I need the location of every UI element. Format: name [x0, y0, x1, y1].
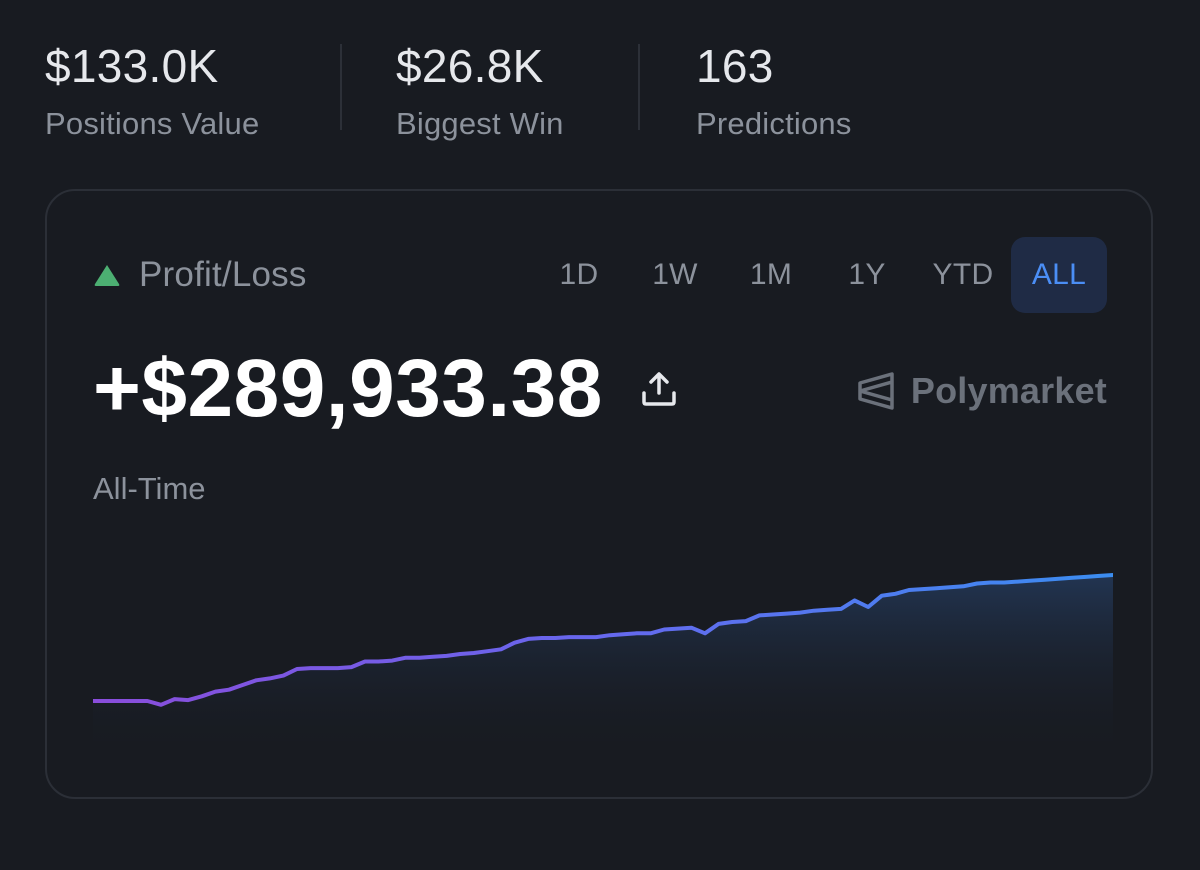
pnl-chart — [93, 573, 1113, 741]
stat-divider — [638, 44, 640, 130]
stat-label: Biggest Win — [396, 106, 564, 141]
tab-1d[interactable]: 1D — [559, 258, 599, 291]
period-label: All-Time — [93, 471, 206, 506]
tab-1m[interactable]: 1M — [749, 258, 793, 291]
chart-series-line — [93, 573, 1113, 707]
pnl-amount: +$289,933.38 — [93, 343, 603, 434]
brand-name: Polymarket — [910, 370, 1107, 411]
tab-all[interactable]: ALL — [1011, 237, 1107, 313]
triangle-up-icon — [94, 265, 120, 286]
stat-label: Predictions — [696, 106, 852, 141]
chart-area-fill — [93, 575, 1113, 741]
stat-biggest-win: $26.8K Biggest Win — [396, 40, 564, 142]
stat-value: $133.0K — [45, 40, 219, 92]
stat-divider — [340, 44, 342, 130]
pnl-card: Profit/Loss 1D 1W 1M 1Y YTD ALL +$289,93… — [45, 189, 1153, 799]
tab-1w[interactable]: 1W — [652, 258, 698, 291]
stat-value: 163 — [696, 40, 774, 92]
stat-predictions: 163 Predictions — [696, 40, 852, 142]
stat-positions-value: $133.0K Positions Value — [45, 40, 259, 142]
stat-value: $26.8K — [396, 40, 544, 92]
stat-label: Positions Value — [45, 106, 260, 141]
brand: Polymarket — [855, 363, 1107, 419]
tab-1y[interactable]: 1Y — [848, 258, 886, 291]
polymarket-logo-icon — [858, 372, 894, 410]
pnl-header: Profit/Loss — [93, 239, 307, 311]
tab-ytd[interactable]: YTD — [932, 258, 994, 291]
pnl-amount-row: +$289,933.38 — [93, 339, 679, 439]
stats-row: $133.0K Positions Value $26.8K Biggest W… — [45, 40, 1155, 150]
share-upload-icon[interactable] — [639, 369, 679, 409]
time-range-tabs: 1D 1W 1M 1Y YTD ALL — [531, 237, 1107, 313]
pnl-label: Profit/Loss — [139, 255, 307, 294]
